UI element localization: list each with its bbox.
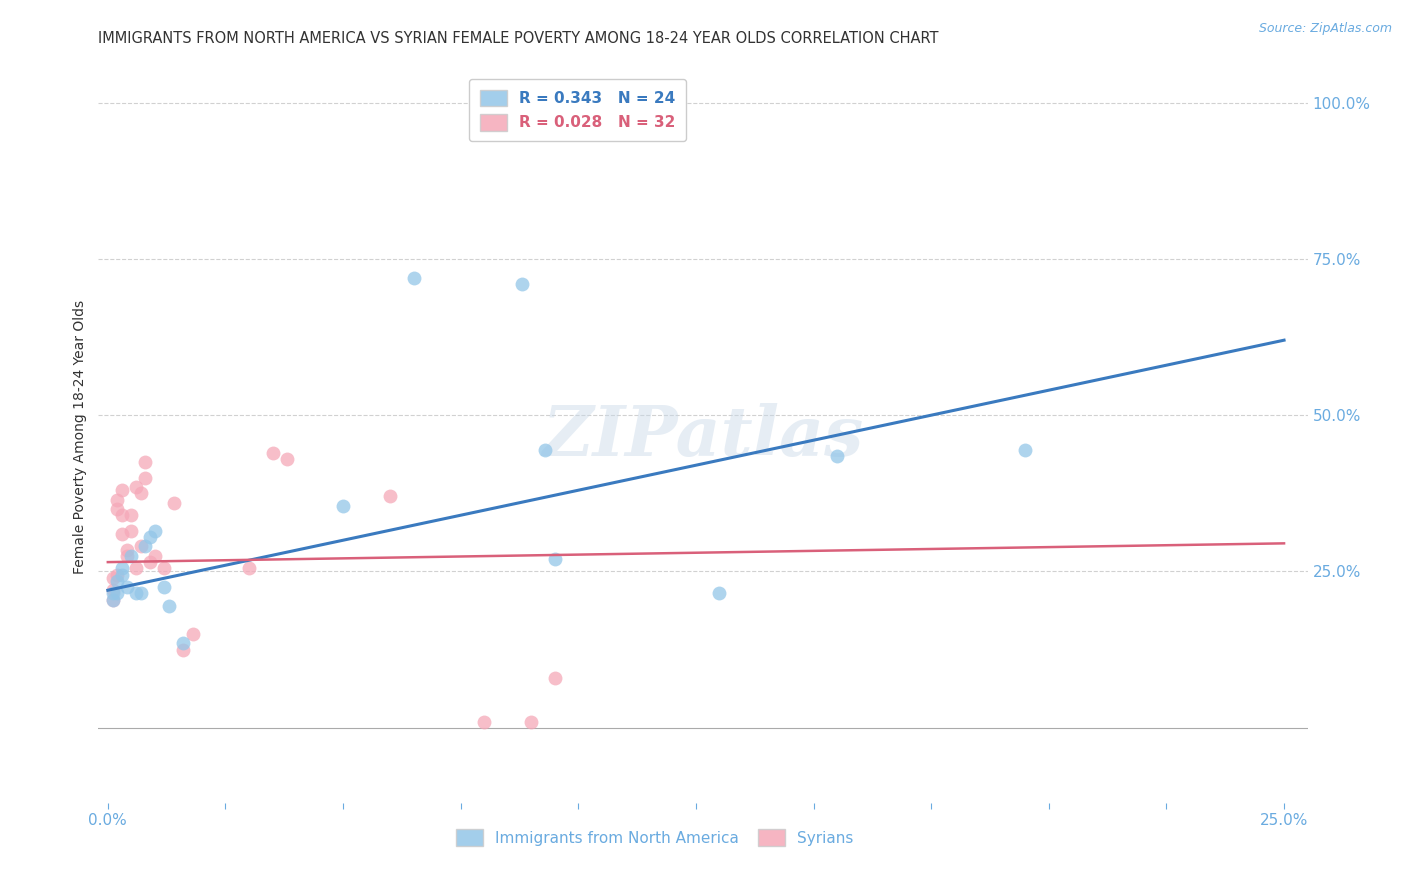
Point [105,492,128,507]
Point [825,449,848,463]
Point [153,580,176,594]
Point [101,571,124,585]
Point [111,561,134,575]
Point [1014,442,1036,457]
Point [709,586,731,600]
Point [129,586,152,600]
Point [544,671,567,685]
Point [115,542,138,557]
Point [105,502,128,516]
Point [105,586,128,600]
Point [101,586,124,600]
Legend: Immigrants from North America, Syrians: Immigrants from North America, Syrians [449,822,862,854]
Point [111,483,134,498]
Point [115,549,138,563]
Point [105,567,128,582]
Point [120,524,142,538]
Point [402,270,425,285]
Point [134,471,156,485]
Point [534,442,557,457]
Point [172,642,194,657]
Text: ZIPatlas: ZIPatlas [543,403,863,471]
Point [172,636,194,650]
Point [111,567,134,582]
Y-axis label: Female Poverty Among 18-24 Year Olds: Female Poverty Among 18-24 Year Olds [73,300,87,574]
Point [181,627,204,641]
Point [129,540,152,554]
Point [378,490,401,504]
Point [105,574,128,588]
Point [262,446,284,460]
Point [544,552,567,566]
Point [143,524,166,538]
Point [101,592,124,607]
Point [101,583,124,598]
Point [115,580,138,594]
Point [139,530,162,544]
Point [276,452,298,467]
Point [157,599,180,613]
Point [129,486,152,500]
Point [510,277,533,291]
Point [134,540,156,554]
Point [153,561,176,575]
Text: IMMIGRANTS FROM NORTH AMERICA VS SYRIAN FEMALE POVERTY AMONG 18-24 YEAR OLDS COR: IMMIGRANTS FROM NORTH AMERICA VS SYRIAN … [98,31,939,46]
Point [472,714,495,729]
Point [238,561,260,575]
Point [143,549,166,563]
Text: Source: ZipAtlas.com: Source: ZipAtlas.com [1258,22,1392,36]
Point [125,586,148,600]
Point [163,496,186,510]
Point [120,549,142,563]
Point [332,499,354,513]
Point [520,714,543,729]
Point [139,555,162,569]
Point [125,561,148,575]
Point [125,480,148,494]
Point [101,592,124,607]
Point [111,527,134,541]
Point [120,508,142,523]
Point [134,455,156,469]
Point [111,508,134,523]
